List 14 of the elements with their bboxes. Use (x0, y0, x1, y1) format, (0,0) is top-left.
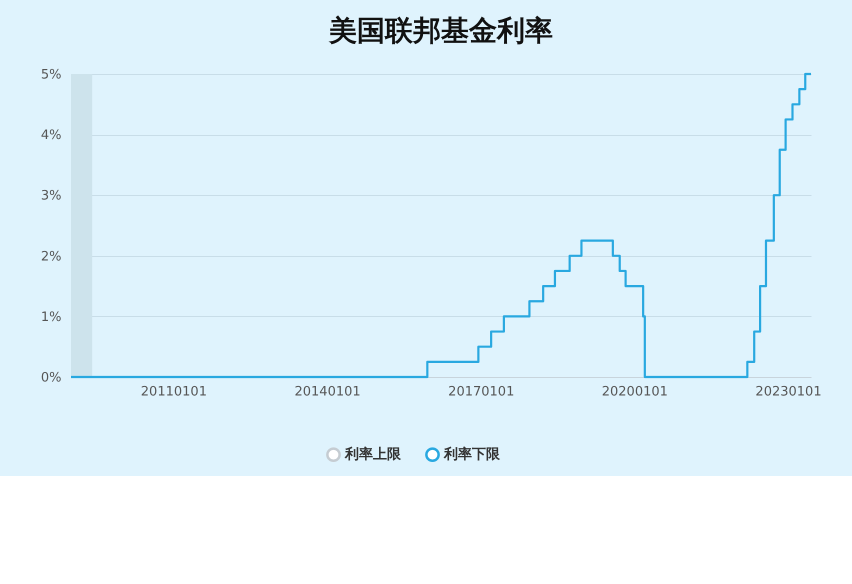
x-tick-label: 20110101 (140, 384, 207, 400)
y-tick-label: 1% (40, 310, 62, 325)
x-tick-label: 20140101 (294, 384, 361, 400)
y-tick-label: 4% (40, 128, 62, 144)
y-tick-label: 0% (40, 370, 62, 386)
chart-title: 美国联邦基金利率 (328, 14, 553, 47)
legend-label: 利率上限 (344, 446, 402, 463)
x-tick-label: 20200101 (602, 384, 668, 400)
y-tick-label: 2% (40, 249, 62, 264)
y-tick-label: 3% (40, 188, 62, 204)
legend-label: 利率下限 (443, 446, 501, 463)
x-tick-label: 20170101 (448, 384, 514, 400)
x-tick-label: 20230101 (755, 384, 822, 400)
y-tick-label: 5% (40, 68, 62, 82)
